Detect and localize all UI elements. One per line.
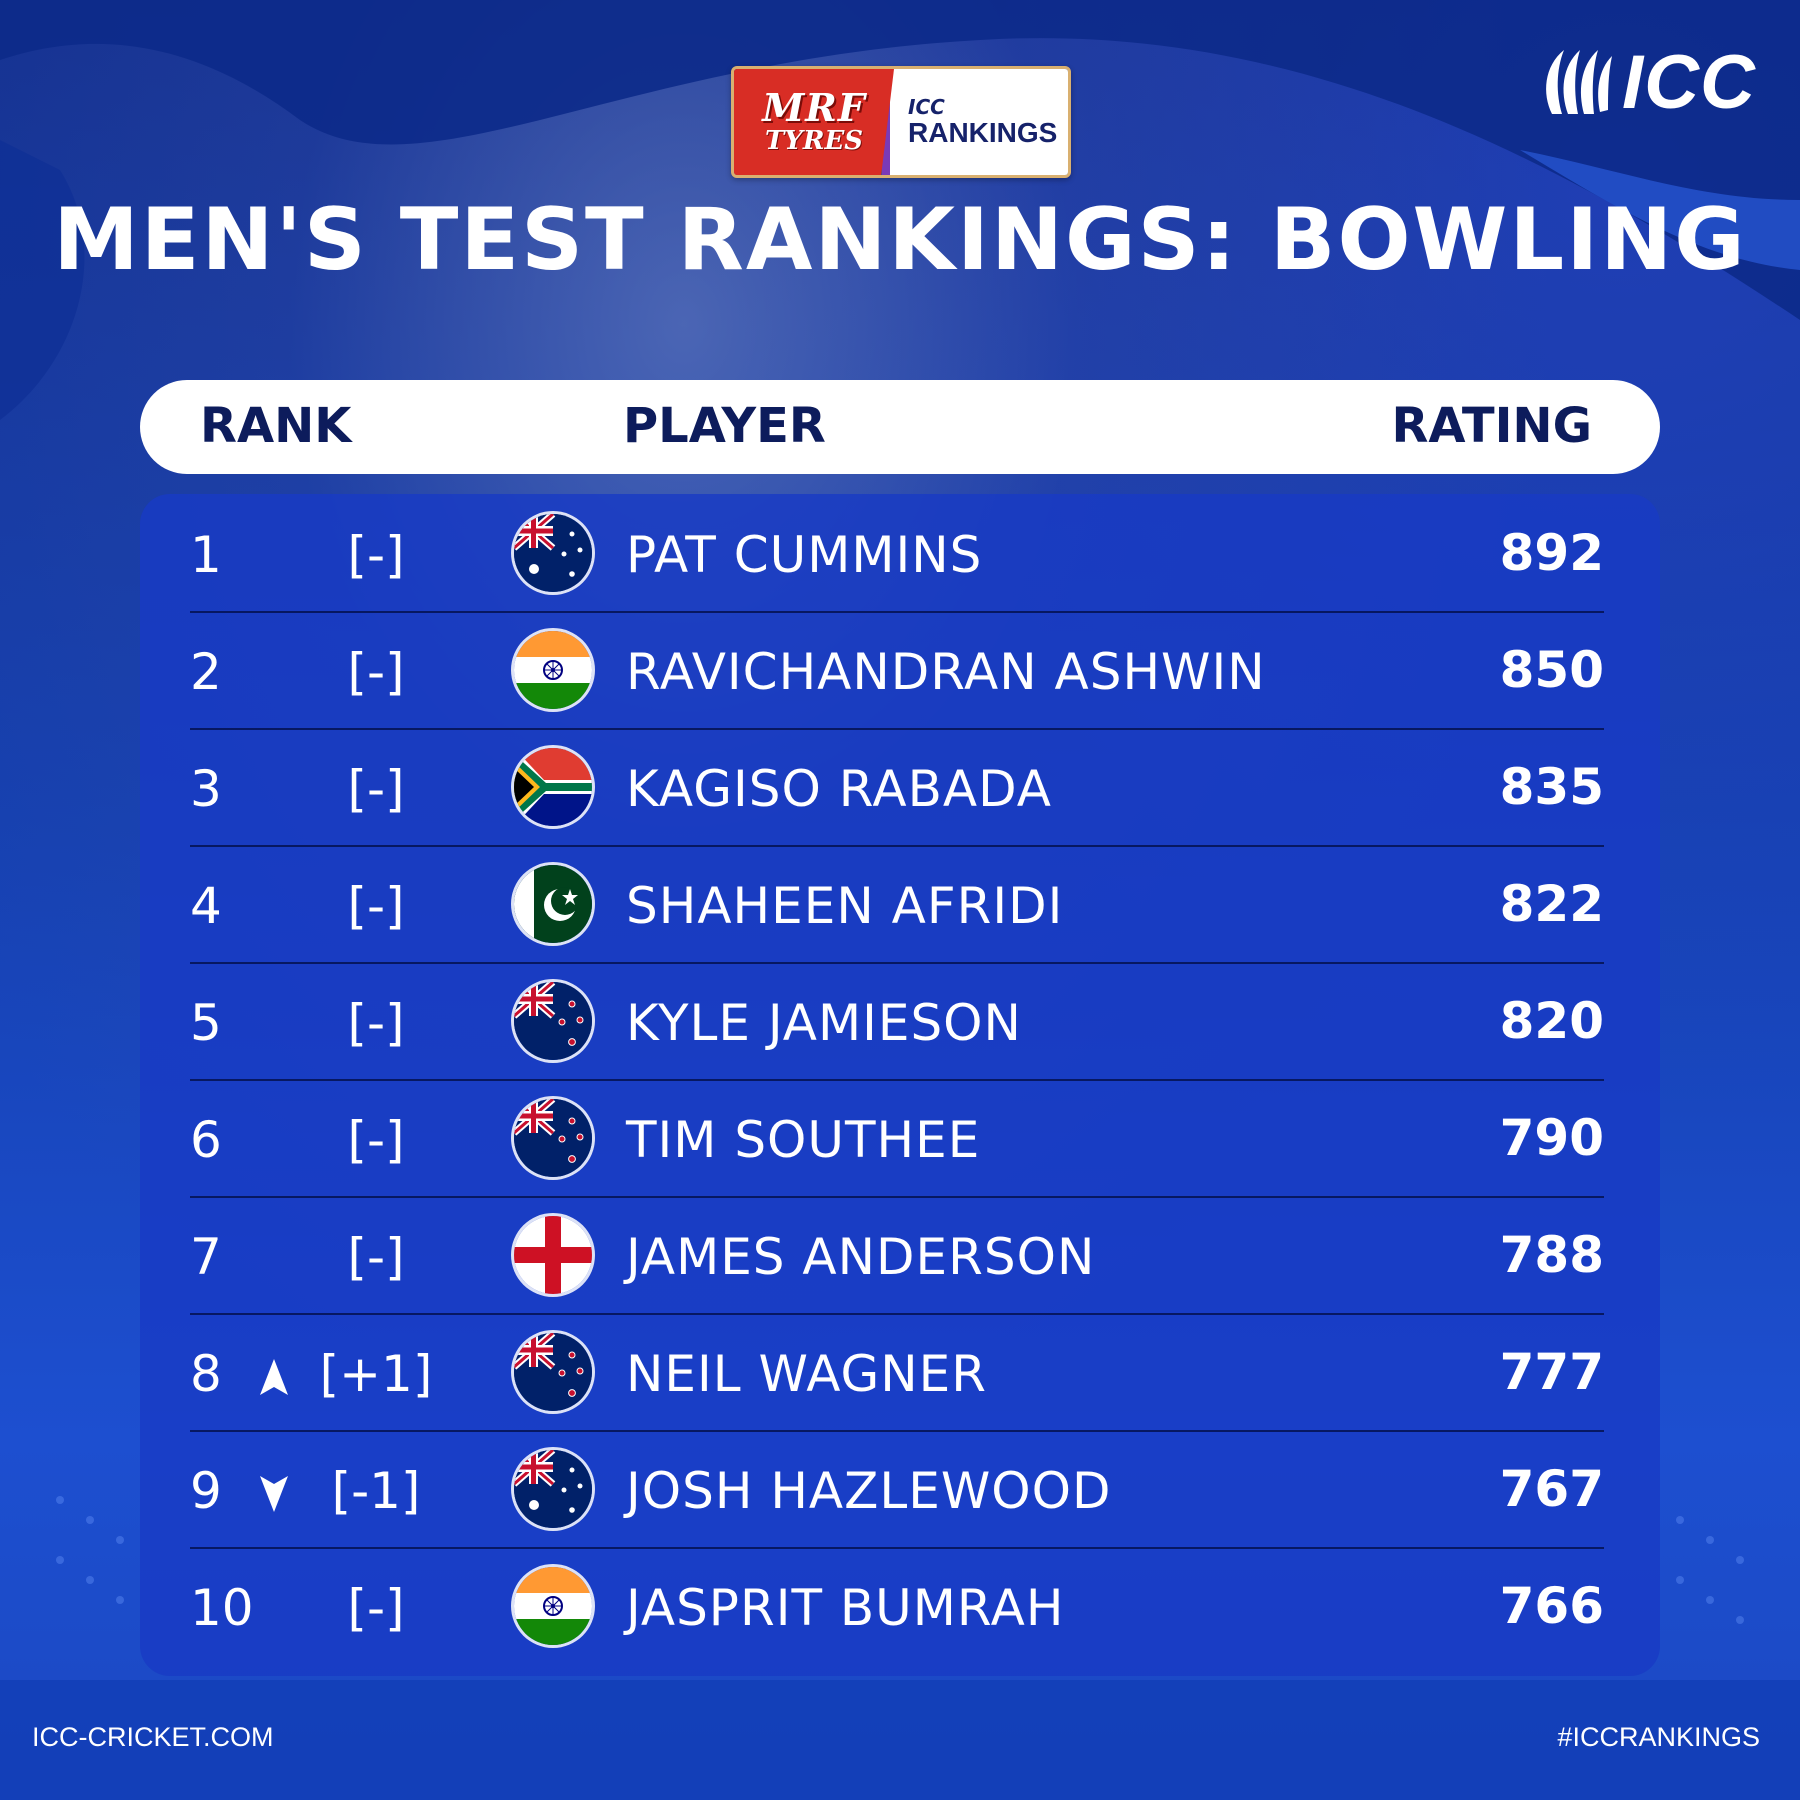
- trend-up-arrow-icon: [260, 1359, 288, 1395]
- rankings-table: 1 [-] PAT CUMMINS 892 2 [-] RAVICHANDRAN ASHWI…: [140, 494, 1660, 1676]
- website-url: ICC-CRICKET.COM: [32, 1722, 274, 1752]
- player-name: JOSH HAZLEWOOD: [626, 1462, 1112, 1520]
- table-row: 3 [-] KAGISO RABADA 835: [190, 728, 1604, 847]
- icc-rankings-logo: ICC RANKINGS: [882, 69, 1068, 175]
- player-rating: 892: [1499, 524, 1604, 582]
- rank-number: 5: [190, 994, 222, 1052]
- icc-small-text: ICC: [908, 95, 945, 119]
- rankings-text: RANKINGS: [908, 117, 1058, 148]
- tyres-logo-text: TYRES: [764, 126, 864, 156]
- mrf-icc-rankings-logo: MRF TYRES ICC RANKINGS: [731, 66, 1071, 178]
- page-title: MEN'S TEST RANKINGS: BOWLING: [53, 190, 1747, 290]
- rank-number: 6: [190, 1111, 222, 1169]
- new-zealand-flag-icon: [514, 982, 592, 1060]
- rank-number: 10: [190, 1579, 254, 1637]
- player-name: SHAHEEN AFRIDI: [626, 877, 1064, 935]
- rank-change: [-]: [347, 1111, 405, 1169]
- rank-change: [-]: [347, 760, 405, 818]
- table-row: 5 [-] KYLE JAMIESON 820: [190, 962, 1604, 1081]
- player-name: KYLE JAMIESON: [626, 994, 1022, 1052]
- india-flag-icon: [514, 631, 592, 709]
- player-rating: 850: [1499, 641, 1604, 699]
- player-rating: 777: [1499, 1343, 1604, 1401]
- australia-flag-icon: [514, 514, 592, 592]
- rank-change: [-]: [347, 526, 405, 584]
- column-header-player: PLAYER: [623, 398, 826, 454]
- table-row: 6 [-] TIM SOUTHEE 790: [190, 1079, 1604, 1198]
- rank-number: 3: [190, 760, 222, 818]
- column-header-rank: RANK: [200, 398, 352, 454]
- pakistan-flag-icon: [514, 865, 592, 943]
- player-name: TIM SOUTHEE: [626, 1111, 981, 1169]
- table-row: 1 [-] PAT CUMMINS 892: [190, 494, 1604, 613]
- player-name: RAVICHANDRAN ASHWIN: [626, 643, 1266, 701]
- player-name: NEIL WAGNER: [626, 1345, 987, 1403]
- player-rating: 790: [1499, 1109, 1604, 1167]
- player-name: KAGISO RABADA: [626, 760, 1052, 818]
- table-row: 8 [+1] NEIL WAGNER 777: [190, 1313, 1604, 1432]
- rank-change: [-1]: [331, 1462, 421, 1520]
- icc-logo: ICC: [1540, 40, 1756, 125]
- player-rating: 767: [1499, 1460, 1604, 1518]
- mrf-tyres-logo: MRF TYRES: [734, 69, 894, 175]
- column-header-rating: RATING: [1391, 398, 1592, 454]
- player-rating: 766: [1499, 1577, 1604, 1635]
- trend-down-arrow-icon: [260, 1476, 288, 1512]
- india-flag-icon: [514, 1567, 592, 1645]
- player-rating: 835: [1499, 758, 1604, 816]
- rank-change: [-]: [347, 643, 405, 701]
- rank-change: [-]: [347, 1228, 405, 1286]
- table-row: 10 [-] JASPRIT BUMRAH 766: [190, 1547, 1604, 1664]
- table-row: 2 [-] RAVICHANDRAN ASHWIN 850: [190, 611, 1604, 730]
- mrf-logo-text: MRF: [762, 85, 866, 130]
- rank-change: [-]: [347, 994, 405, 1052]
- rank-number: 8: [190, 1345, 222, 1403]
- player-name: JAMES ANDERSON: [626, 1228, 1096, 1286]
- south-africa-flag-icon: [514, 748, 592, 826]
- rank-change: [+1]: [319, 1345, 433, 1403]
- player-name: PAT CUMMINS: [626, 526, 983, 584]
- australia-flag-icon: [514, 1450, 592, 1528]
- player-rating: 820: [1499, 992, 1604, 1050]
- new-zealand-flag-icon: [514, 1333, 592, 1411]
- hashtag: #ICCRANKINGS: [1557, 1722, 1760, 1752]
- rank-number: 4: [190, 877, 222, 935]
- rank-change: [-]: [347, 877, 405, 935]
- new-zealand-flag-icon: [514, 1099, 592, 1177]
- icc-logo-text: ICC: [1622, 39, 1756, 125]
- table-header: RANK PLAYER RATING: [140, 380, 1660, 474]
- player-rating: 822: [1499, 875, 1604, 933]
- icc-ball-icon: [1546, 50, 1612, 114]
- rank-number: 1: [190, 526, 222, 584]
- england-flag-icon: [514, 1216, 592, 1294]
- table-row: 7 [-] JAMES ANDERSON 788: [190, 1196, 1604, 1315]
- table-row: 9 [-1] JOSH HAZLEWOOD 767: [190, 1430, 1604, 1549]
- player-rating: 788: [1499, 1226, 1604, 1284]
- rank-number: 7: [190, 1228, 222, 1286]
- table-row: 4 [-] SHAHEEN AFRIDI 822: [190, 845, 1604, 964]
- rank-number: 2: [190, 643, 222, 701]
- player-name: JASPRIT BUMRAH: [626, 1579, 1065, 1637]
- rank-change: [-]: [347, 1579, 405, 1637]
- rank-number: 9: [190, 1462, 222, 1520]
